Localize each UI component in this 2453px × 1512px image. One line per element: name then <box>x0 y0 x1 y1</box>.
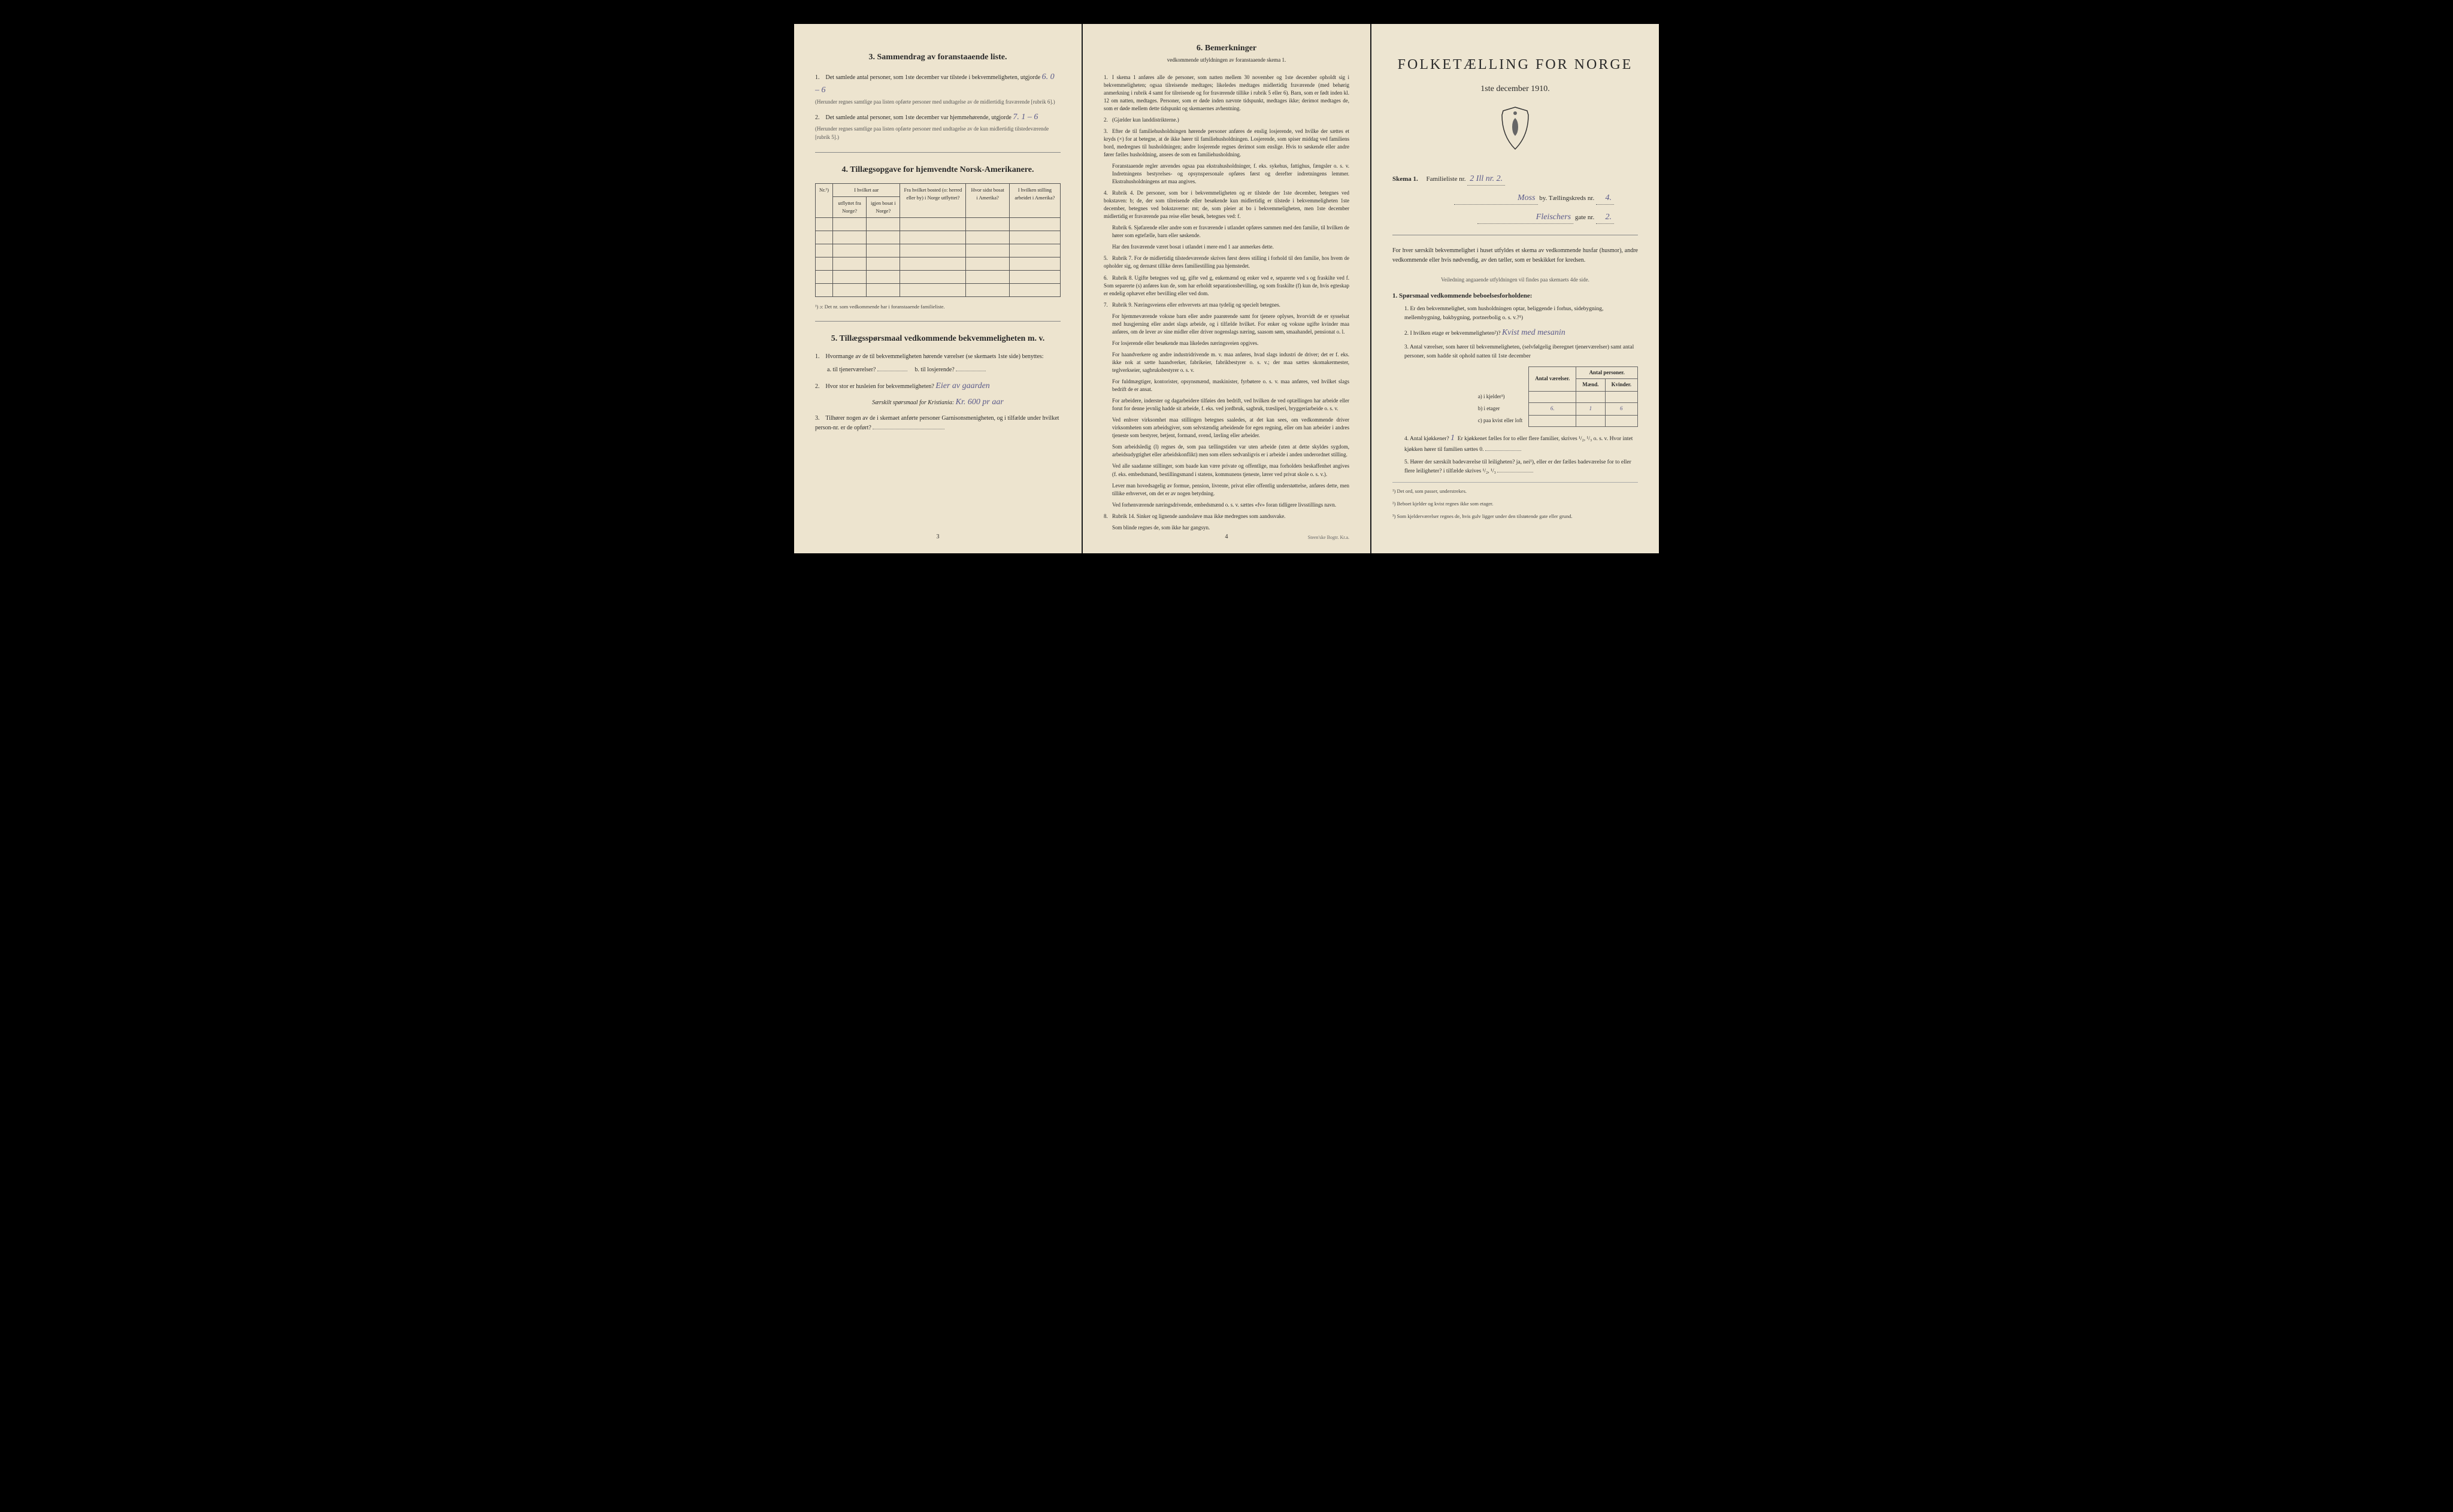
page-number: 4 <box>1225 532 1228 541</box>
footnote-2: ²) Beboet kjelder og kvist regnes ikke s… <box>1392 500 1638 508</box>
divider <box>815 321 1061 322</box>
crest-icon <box>1392 106 1638 154</box>
footnote-1: ¹) Det ord, som passer, understrekes. <box>1392 487 1638 495</box>
remark-7f: Ved enhver virksomhet maa stillingen bet… <box>1112 416 1349 440</box>
intro-text: For hver særskilt bekvemmelighet i huset… <box>1392 246 1638 265</box>
table-row <box>816 283 1061 296</box>
handwritten-women: 6 <box>1605 403 1637 416</box>
printer-mark: Steen'ske Bogtr. Kr.a. <box>1308 534 1349 541</box>
handwritten-familieliste-nr: 2 Ill nr. 2. <box>1467 172 1505 186</box>
handwritten-total-home: 7. 1 – 6 <box>1013 113 1038 122</box>
remark-7: 7.Rubrik 9. Næringsveiens eller erhverve… <box>1104 301 1349 309</box>
remark-7c: For haandverkere og andre industridriven… <box>1112 351 1349 374</box>
th-kvinder: Kvinder. <box>1605 379 1637 392</box>
table-row <box>816 217 1061 231</box>
census-document: 3. Sammendrag av foranstaaende liste. 1.… <box>794 24 1659 553</box>
section4-title: 4. Tillægsopgave for hjemvendte Norsk-Am… <box>815 163 1061 176</box>
remark-4: 4.Rubrik 4. De personer, som bor i bekve… <box>1104 189 1349 220</box>
table-row: a) i kjelder³) <box>1472 391 1638 403</box>
census-date: 1ste december 1910. <box>1392 83 1638 95</box>
th-year: I hvilket aar <box>833 184 900 197</box>
handwritten-gate-nr: 2. <box>1596 211 1614 224</box>
table-row <box>816 270 1061 283</box>
q5-3: 3. Tilhører nogen av de i skemaet anført… <box>815 414 1061 433</box>
q5-2: 2. Hvor stor er husleien for bekvemmelig… <box>815 380 1061 409</box>
handwritten-kitchens: 1 <box>1450 434 1455 443</box>
remark-6: 6.Rubrik 8. Ugifte betegnes ved ug, gift… <box>1104 274 1349 298</box>
remark-3b: Foranstaaende regler anvendes ogsaa paa … <box>1112 162 1349 186</box>
table-row: c) paa kvist eller loft <box>1472 415 1638 427</box>
th-vaerelser: Antal værelser. <box>1529 366 1576 391</box>
item2-note: (Herunder regnes samtlige paa listen opf… <box>815 125 1061 142</box>
section5-title: 5. Tillægsspørsmaal vedkommende bekvemme… <box>815 332 1061 345</box>
handwritten-gate: Fleischers <box>1477 211 1573 224</box>
q1: 1. Er den bekvemmelighet, som husholdnin… <box>1404 305 1638 323</box>
q5-1: 1. Hvormange av de til bekvemmeligheten … <box>815 352 1061 375</box>
remark-4b: Rubrik 6. Sjøfarende eller andre som er … <box>1112 224 1349 240</box>
panel-right: FOLKETÆLLING FOR NORGE 1ste december 191… <box>1371 24 1659 553</box>
handwritten-kreds: 4. <box>1596 192 1614 205</box>
item1-note: (Herunder regnes samtlige paa listen opf… <box>815 98 1061 106</box>
remark-7h: Ved alle saadanne stillinger, som baade … <box>1112 462 1349 478</box>
remark-7g: Som arbeidsledig (l) regnes de, som paa … <box>1112 443 1349 459</box>
table-row <box>816 231 1061 244</box>
skema-row: Skema 1. Familieliste nr. 2 Ill nr. 2. <box>1392 172 1638 186</box>
page-number: 3 <box>937 532 940 541</box>
section6-title: 6. Bemerkninger <box>1104 42 1349 54</box>
rooms-table: Antal værelser. Antal personer. Mænd. Kv… <box>1472 366 1638 428</box>
q2: 2. I hvilken etage er bekvemmeligheten²)… <box>1404 326 1638 340</box>
section4-footnote: ¹) ɔ: Det nr. som vedkommende har i fora… <box>815 303 1061 311</box>
panel-middle: 6. Bemerkninger vedkommende utfyldningen… <box>1083 24 1370 553</box>
by-row: Moss by. Tællingskreds nr. 4. <box>1392 192 1638 205</box>
remark-8b: Som blinde regnes de, som ikke har gangs… <box>1112 524 1349 532</box>
remark-7b: For losjerende eller besøkende maa likel… <box>1112 340 1349 347</box>
th-fra: Fra hvilket bosted (o: herred eller by) … <box>900 184 966 217</box>
th-utflyttet: utflyttet fra Norge? <box>833 197 867 218</box>
table-row: b) i etager 6. 1 6 <box>1472 403 1638 416</box>
th-stilling: I hvilken stilling arbeidet i Amerika? <box>1009 184 1060 217</box>
gate-row: Fleischers gate nr. 2. <box>1392 211 1638 224</box>
footnote-3: ³) Som kjelderværelser regnes de, hvis g… <box>1392 513 1638 520</box>
q4: 4. Antal kjøkkener? 1 Er kjøkkenet fælle… <box>1404 432 1638 454</box>
remark-2: 2.(Gjælder kun landdistrikterne.) <box>1104 116 1349 124</box>
divider <box>815 152 1061 153</box>
q5: 5. Hører der særskilt badeværelse til le… <box>1404 458 1638 476</box>
item-2: 2. Det samlede antal personer, som 1ste … <box>815 111 1061 141</box>
handwritten-men: 1 <box>1576 403 1605 416</box>
th-maend: Mænd. <box>1576 379 1605 392</box>
handwritten-by: Moss <box>1454 192 1538 205</box>
remark-7e: For arbeidere, inderster og dagarbeidere… <box>1112 397 1349 413</box>
th-nr: Nr.¹) <box>816 184 833 217</box>
remark-8: 8.Rubrik 14. Sinker og lignende aandsslø… <box>1104 513 1349 520</box>
handwritten-rooms: 6. <box>1529 403 1576 416</box>
th-igjen: igjen bosat i Norge? <box>867 197 900 218</box>
section1-title: 1. Spørsmaal vedkommende beboelsesforhol… <box>1392 291 1638 301</box>
section3-title: 3. Sammendrag av foranstaaende liste. <box>815 51 1061 63</box>
q3: 3. Antal værelser, som hører til bekvemm… <box>1404 343 1638 361</box>
remark-3: 3.Efter de til familiehusholdningen høre… <box>1104 128 1349 159</box>
panel-left: 3. Sammendrag av foranstaaende liste. 1.… <box>794 24 1082 553</box>
remark-5: 5.Rubrik 7. For de midlertidig tilstedev… <box>1104 254 1349 270</box>
remark-7i: Lever man hovedsagelig av formue, pensio… <box>1112 482 1349 498</box>
item-1: 1. Det samlede antal personer, som 1ste … <box>815 71 1061 106</box>
remark-4c: Har den fraværende været bosat i utlande… <box>1112 243 1349 251</box>
remark-7j: Ved forhenværende næringsdrivende, embed… <box>1112 501 1349 509</box>
remark-1: 1.I skema 1 anføres alle de personer, so… <box>1104 74 1349 113</box>
handwritten-etage: Kvist med mesanin <box>1502 328 1565 337</box>
th-hvor: Hvor sidst bosat i Amerika? <box>966 184 1009 217</box>
handwritten-rent: Eier av gaarden <box>935 381 989 390</box>
th-personer: Antal personer. <box>1576 366 1638 379</box>
remark-7d: For fuldmægtiger, kontorister, opsynsmæn… <box>1112 378 1349 393</box>
table-row <box>816 244 1061 257</box>
americans-table: Nr.¹) I hvilket aar Fra hvilket bosted (… <box>815 183 1061 296</box>
table-row <box>816 257 1061 270</box>
remark-7a: For hjemmeværende voksne barn eller andr… <box>1112 313 1349 336</box>
section6-subtitle: vedkommende utfyldningen av foranstaaend… <box>1104 56 1349 65</box>
intro-note: Veiledning angaaende utfyldningen vil fi… <box>1392 276 1638 284</box>
census-title: FOLKETÆLLING FOR NORGE <box>1392 54 1638 75</box>
handwritten-kristiania: Kr. 600 pr aar <box>956 398 1004 407</box>
